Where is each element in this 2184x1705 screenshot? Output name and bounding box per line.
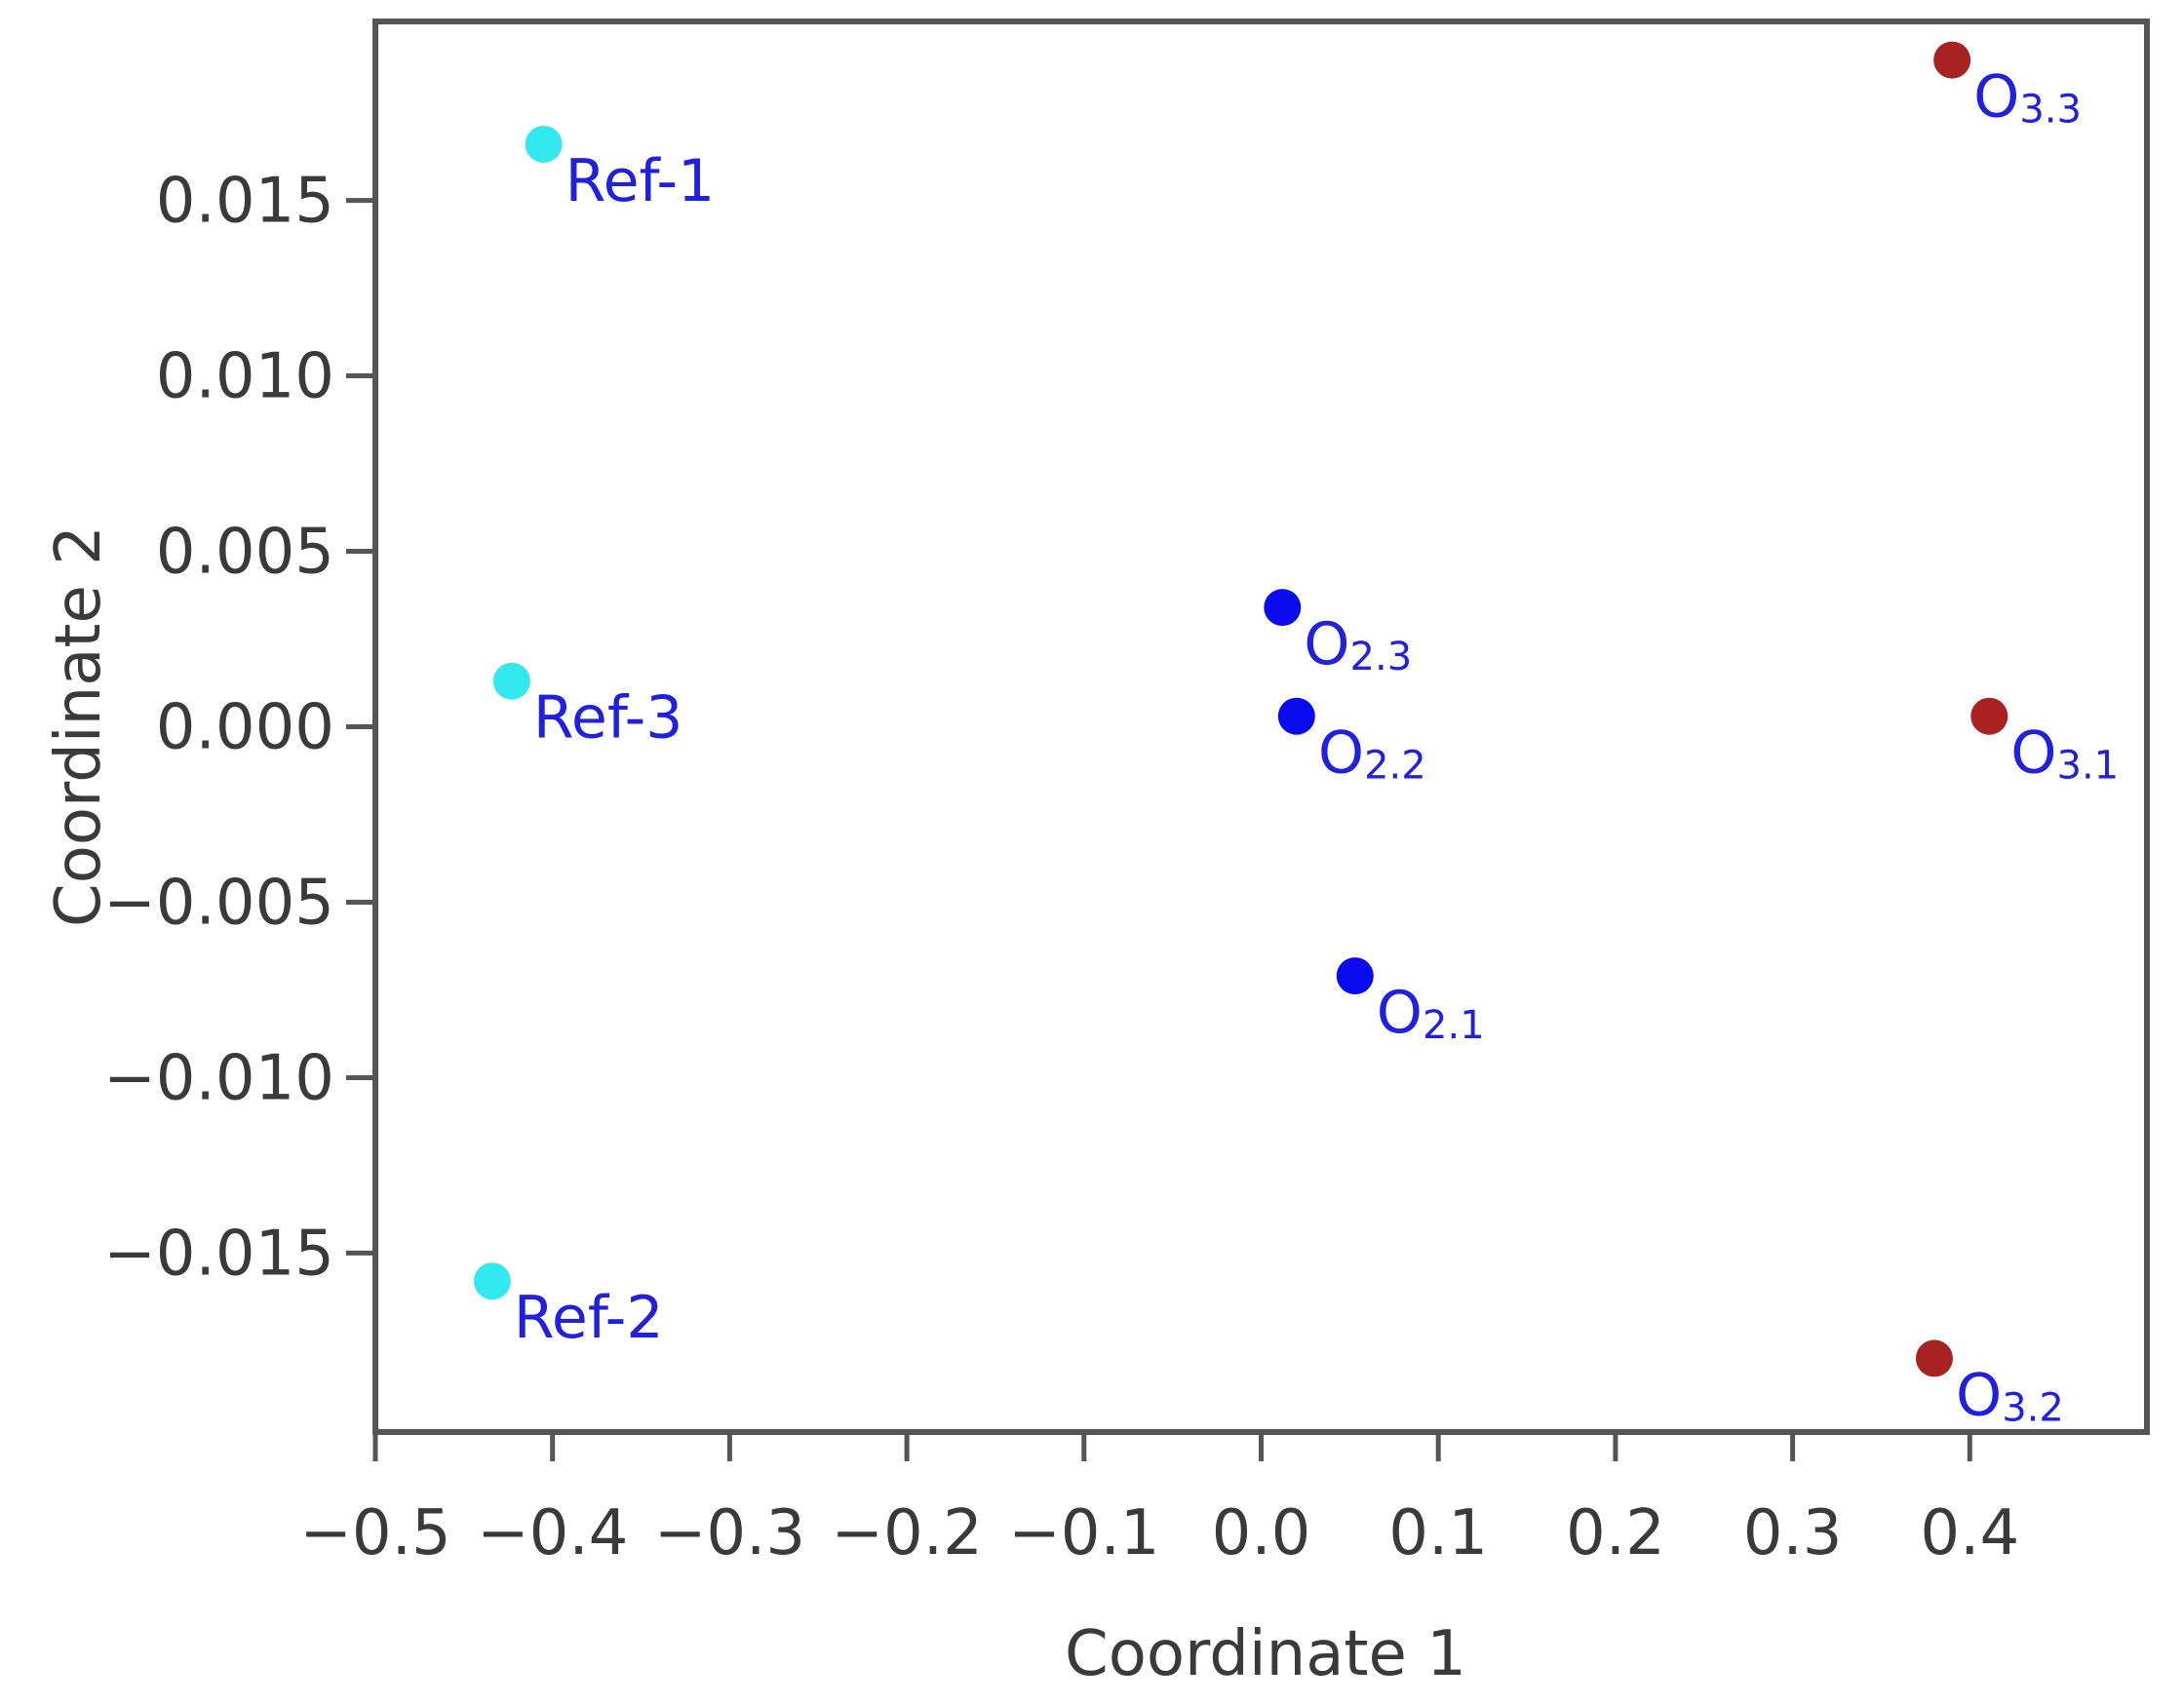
x-tick-label: 0.1 [1388,1497,1488,1569]
data-point-label: Ref-3 [533,684,683,753]
data-point [1933,41,1971,79]
x-tick-label: −0.1 [1008,1497,1159,1569]
data-point [1264,589,1302,627]
data-point [1277,697,1315,735]
y-tick-label: 0.000 [156,692,334,764]
x-tick-label: 0.0 [1212,1497,1311,1569]
data-point-label: O2.1 [1377,979,1485,1048]
x-tick-label: 0.3 [1743,1497,1843,1569]
y-tick-label: −0.010 [103,1042,334,1114]
y-tick-label: 0.010 [156,341,334,413]
y-tick-label: −0.005 [103,867,334,939]
x-tick-label: −0.3 [654,1497,805,1569]
data-point [525,125,563,163]
x-tick-label: −0.2 [831,1497,982,1569]
data-point [473,1262,511,1300]
x-tick-label: −0.5 [299,1497,450,1569]
data-point-label: O2.3 [1304,610,1412,679]
data-point [1970,697,2008,735]
data-point-label: O3.1 [2010,719,2119,789]
x-tick-label: 0.2 [1566,1497,1665,1569]
x-tick-label: 0.4 [1920,1497,2019,1569]
data-point-label: O3.3 [1973,63,2082,133]
data-point-label: O3.2 [1956,1361,2064,1430]
data-point [1915,1339,1953,1377]
x-axis: −0.5 −0.4 −0.3 −0.2 −0.1 0.0 0.1 0.2 0.3 0.4 [299,1432,2019,1569]
y-tick-label: 0.005 [156,517,334,589]
y-axis: 0.015 0.010 0.005 0.000 −0.005 −0.010 −0.015 [103,166,375,1290]
y-tick-label: 0.015 [156,166,334,238]
data-point [492,662,530,700]
data-point-label: O2.2 [1318,719,1426,789]
data-points: Ref-1 Ref-3 Ref-2 O2.3 O2.2 O2.1 O3.3 O3.1 O3.2 [473,41,2119,1430]
data-point-label: Ref-1 [566,147,716,215]
plot-frame [372,19,2150,1435]
data-point-label: Ref-2 [514,1284,664,1352]
x-axis-title: Coordinate 1 [1065,1618,1466,1690]
y-tick-label: −0.015 [103,1218,334,1290]
data-point [1336,957,1374,995]
y-axis-title: Coordinate 2 [43,525,115,927]
x-tick-label: −0.4 [477,1497,628,1569]
